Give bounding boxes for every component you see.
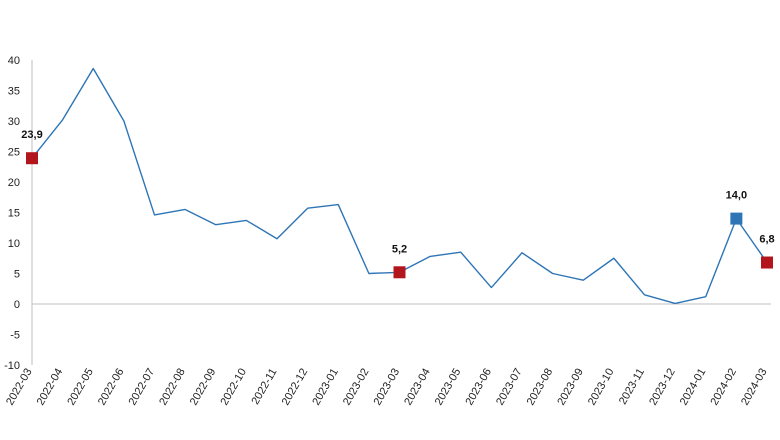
y-tick-label: -5 [10,330,20,342]
highlight-marker [761,256,773,269]
x-axis: 2022-03 2022-04 2022-05 2022-06 2022-07 2022-… [4,303,771,408]
x-tick-label: 2022-06 [96,367,127,408]
x-tick-label: 2023-11 [617,367,647,407]
y-tick-label: 25 [8,147,20,159]
x-tick-label: 2023-06 [463,367,494,408]
y-tick-label: 35 [8,86,20,98]
x-tick-label: 2022-08 [157,367,188,408]
x-tick-label: 2024-02 [708,367,739,408]
x-tick-label: 2022-04 [35,367,66,408]
x-tick-label: 2024-03 [739,367,770,408]
x-tick-label: 2023-09 [555,367,586,408]
highlight-marker [26,152,38,165]
x-tick-label: 2023-05 [433,367,464,408]
y-tick-label: 15 [8,208,20,220]
y-tick-label: 0 [14,299,20,311]
y-axis: -10 -5 0 5 10 15 20 25 30 35 40 [4,55,33,372]
x-tick-label: 2024-01 [678,367,709,408]
y-tick-label: 10 [8,238,20,250]
x-tick-label: 2022-05 [65,367,96,408]
x-tick-label: 2023-08 [525,367,556,408]
x-tick-label: 2022-03 [4,367,35,408]
x-tick-label: 2023-12 [647,367,678,408]
y-tick-label: 40 [8,55,20,67]
y-tick-label: -10 [4,360,20,372]
data-label: 6,8 [759,234,774,246]
x-tick-label: 2023-10 [586,367,617,408]
y-tick-label: 30 [8,116,20,128]
x-tick-label: 2022-10 [218,367,249,408]
data-label: 23,9 [21,129,42,141]
x-tick-label: 2022-09 [188,367,219,408]
data-labels: 23,9 5,2 14,0 6,8 [21,129,774,255]
x-tick-label: 2023-04 [402,367,433,408]
y-tick-label: 20 [8,177,20,189]
x-tick-label: 2023-01 [310,367,341,408]
highlight-markers [26,152,773,279]
x-tick-label: 2022-07 [127,367,158,408]
x-tick-label: 2023-02 [341,367,372,408]
x-tick-label: 2022-12 [280,367,311,408]
highlight-marker [393,266,406,279]
data-label: 5,2 [392,243,407,255]
data-label: 14,0 [726,190,747,202]
x-tick-label: 2023-03 [372,367,403,408]
y-tick-label: 5 [14,269,20,281]
x-tick-label: 2023-07 [494,367,525,408]
highlight-marker [730,212,743,225]
x-tick-label: 2022-11 [249,367,279,407]
